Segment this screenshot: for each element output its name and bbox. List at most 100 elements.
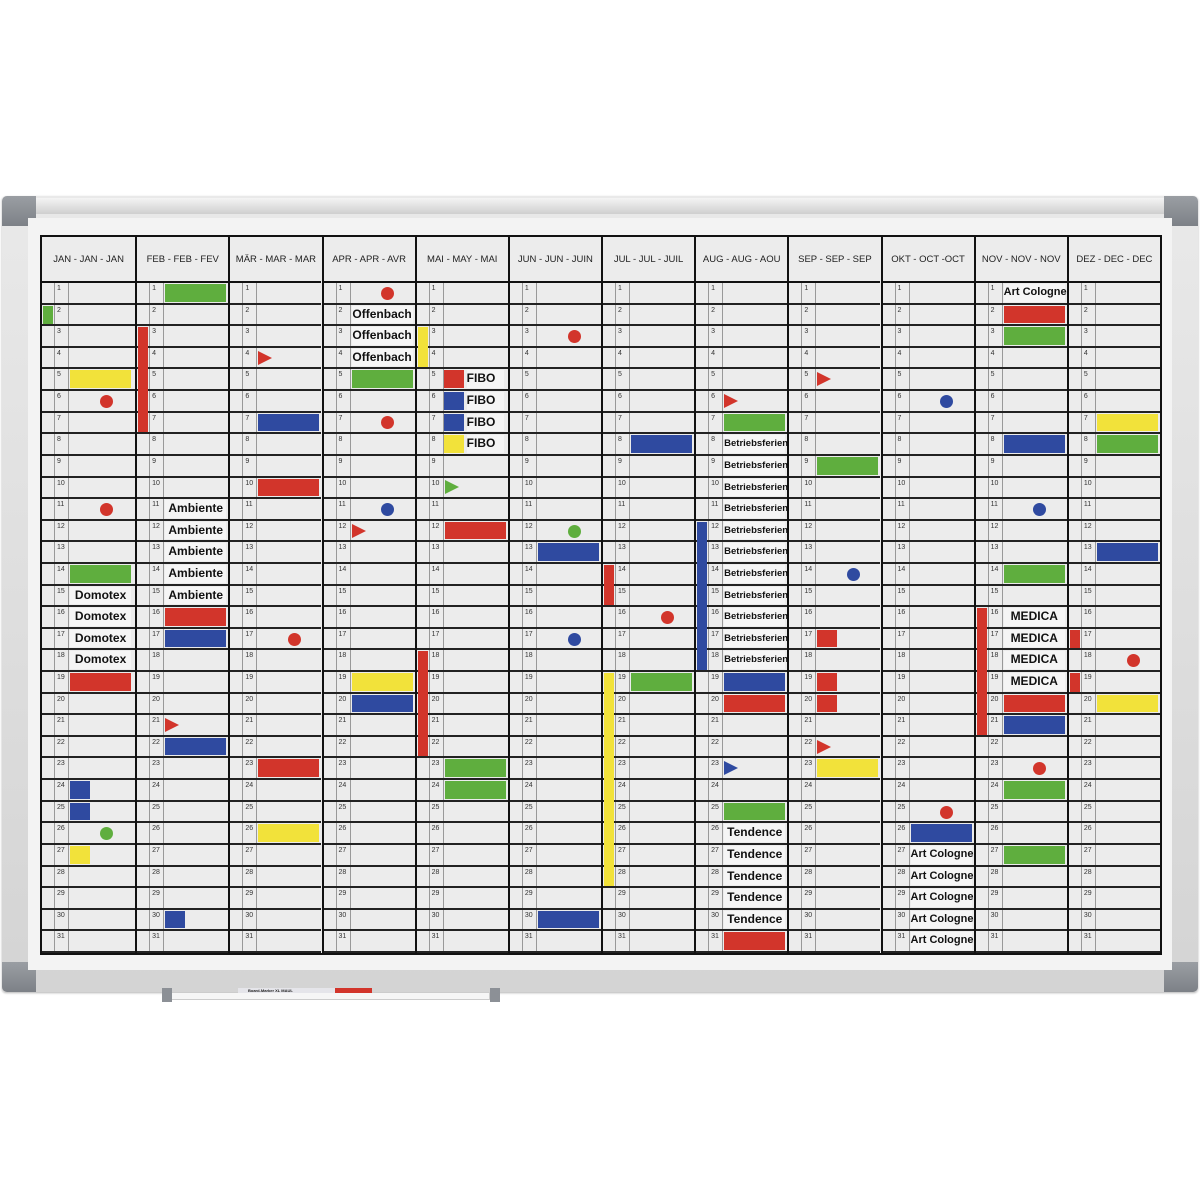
day-row[interactable]: 11 bbox=[230, 499, 322, 521]
day-row[interactable]: 21 bbox=[789, 715, 881, 737]
day-row[interactable]: 8 bbox=[603, 434, 695, 456]
day-row[interactable]: 14 bbox=[42, 563, 136, 586]
day-row[interactable]: 17 bbox=[603, 628, 695, 651]
day-row[interactable]: 25 bbox=[323, 801, 415, 824]
day-row[interactable]: 29 bbox=[882, 888, 974, 910]
day-row[interactable]: 8 bbox=[137, 434, 229, 456]
day-row[interactable]: 8 bbox=[230, 434, 322, 456]
day-row[interactable]: 10 bbox=[137, 477, 229, 500]
day-row[interactable]: 18 bbox=[975, 650, 1067, 673]
day-row[interactable]: 2 bbox=[416, 304, 508, 327]
day-row[interactable]: 28 bbox=[696, 866, 788, 889]
day-row[interactable]: 24 bbox=[882, 780, 974, 802]
magnet-bar[interactable] bbox=[631, 673, 693, 691]
day-row[interactable]: 31 bbox=[230, 931, 322, 953]
day-row[interactable]: 14 bbox=[416, 563, 508, 586]
day-row[interactable]: 21 bbox=[416, 715, 508, 737]
day-row[interactable]: 9 bbox=[882, 455, 974, 478]
day-row[interactable]: 30 bbox=[975, 909, 1067, 932]
day-row[interactable]: 21 bbox=[230, 715, 322, 737]
day-row[interactable]: 18 bbox=[416, 650, 508, 673]
day-row[interactable]: 7 bbox=[975, 412, 1067, 435]
day-row[interactable]: 20 bbox=[603, 693, 695, 716]
magnet-strip[interactable] bbox=[417, 651, 428, 757]
day-row[interactable]: 3 bbox=[882, 326, 974, 348]
magnet-bar[interactable] bbox=[724, 673, 786, 691]
day-row[interactable]: 10 bbox=[789, 477, 881, 500]
day-row[interactable]: 13 bbox=[137, 542, 229, 564]
day-row[interactable]: 9 bbox=[42, 455, 136, 478]
magnet-dot[interactable] bbox=[1033, 762, 1047, 776]
day-row[interactable]: 24 bbox=[696, 780, 788, 802]
day-row[interactable]: 19 bbox=[416, 672, 508, 694]
day-row[interactable]: 10 bbox=[975, 477, 1067, 500]
day-row[interactable]: 4 bbox=[882, 347, 974, 370]
day-row[interactable]: 18 bbox=[696, 650, 788, 673]
magnet-square[interactable] bbox=[70, 845, 90, 864]
day-row[interactable]: 7 bbox=[42, 412, 136, 435]
day-row[interactable]: 20 bbox=[882, 693, 974, 716]
day-row[interactable]: 31 bbox=[509, 931, 601, 953]
day-row[interactable]: 1 bbox=[42, 283, 136, 305]
day-row[interactable]: 11 bbox=[416, 499, 508, 521]
day-row[interactable]: 3 bbox=[137, 326, 229, 348]
magnet-bar[interactable] bbox=[1003, 564, 1065, 583]
day-row[interactable]: 15 bbox=[789, 585, 881, 608]
day-row[interactable]: 30 bbox=[1068, 909, 1160, 932]
day-row[interactable]: 3 bbox=[1068, 326, 1160, 348]
day-row[interactable]: 29 bbox=[789, 888, 881, 910]
day-row[interactable]: 3 bbox=[416, 326, 508, 348]
day-row[interactable]: 2 bbox=[789, 304, 881, 327]
day-row[interactable]: 5 bbox=[137, 369, 229, 392]
day-row[interactable]: 25 bbox=[509, 801, 601, 824]
day-row[interactable]: 30 bbox=[137, 909, 229, 932]
day-row[interactable]: 27 bbox=[42, 844, 136, 867]
day-row[interactable]: 30 bbox=[230, 909, 322, 932]
day-row[interactable]: 25 bbox=[137, 801, 229, 824]
day-row[interactable]: 4 bbox=[789, 347, 881, 370]
day-row[interactable]: 28 bbox=[230, 866, 322, 889]
day-row[interactable]: 6 bbox=[603, 391, 695, 413]
magnet-strip[interactable] bbox=[604, 673, 614, 887]
day-row[interactable]: 3 bbox=[696, 326, 788, 348]
day-row[interactable]: 6 bbox=[230, 391, 322, 413]
day-row[interactable]: 14 bbox=[509, 563, 601, 586]
day-row[interactable]: 14 bbox=[603, 563, 695, 586]
day-row[interactable]: 4 bbox=[42, 347, 136, 370]
day-row[interactable]: 15 bbox=[1068, 585, 1160, 608]
day-row[interactable]: 1 bbox=[789, 283, 881, 305]
day-row[interactable]: 30 bbox=[509, 909, 601, 932]
day-row[interactable]: 29 bbox=[323, 888, 415, 910]
board-marker[interactable]: Board-Marker XL MAUL bbox=[238, 988, 368, 993]
day-row[interactable]: 27 bbox=[509, 844, 601, 867]
day-row[interactable]: 2 bbox=[1068, 304, 1160, 327]
day-row[interactable]: 4 bbox=[975, 347, 1067, 370]
day-row[interactable]: 20 bbox=[416, 693, 508, 716]
day-row[interactable]: 16 bbox=[416, 607, 508, 629]
day-row[interactable]: 22 bbox=[416, 736, 508, 759]
day-row[interactable]: 10 bbox=[1068, 477, 1160, 500]
day-row[interactable]: 8 bbox=[509, 434, 601, 456]
magnet-bar[interactable] bbox=[1003, 327, 1065, 345]
day-row[interactable]: 25 bbox=[230, 801, 322, 824]
day-row[interactable]: 2 bbox=[696, 304, 788, 327]
day-row[interactable]: 23 bbox=[882, 758, 974, 781]
day-row[interactable]: 20 bbox=[230, 693, 322, 716]
day-row[interactable]: 8 bbox=[975, 434, 1067, 456]
day-row[interactable]: 26 bbox=[696, 823, 788, 845]
day-row[interactable]: 18 bbox=[323, 650, 415, 673]
day-row[interactable]: 31 bbox=[603, 931, 695, 953]
day-row[interactable]: 19 bbox=[882, 672, 974, 694]
day-row[interactable]: 28 bbox=[42, 866, 136, 889]
day-row[interactable]: 22 bbox=[137, 736, 229, 759]
day-row[interactable]: 2 bbox=[975, 304, 1067, 327]
day-row[interactable]: 25 bbox=[696, 801, 788, 824]
day-row[interactable]: 19 bbox=[603, 672, 695, 694]
day-row[interactable]: 29 bbox=[509, 888, 601, 910]
magnet-bar[interactable] bbox=[165, 608, 227, 626]
day-row[interactable]: 16 bbox=[882, 607, 974, 629]
day-row[interactable]: 26 bbox=[975, 823, 1067, 845]
day-row[interactable]: 15 bbox=[323, 585, 415, 608]
day-row[interactable]: 14 bbox=[882, 563, 974, 586]
magnet-triangle[interactable] bbox=[724, 393, 739, 408]
